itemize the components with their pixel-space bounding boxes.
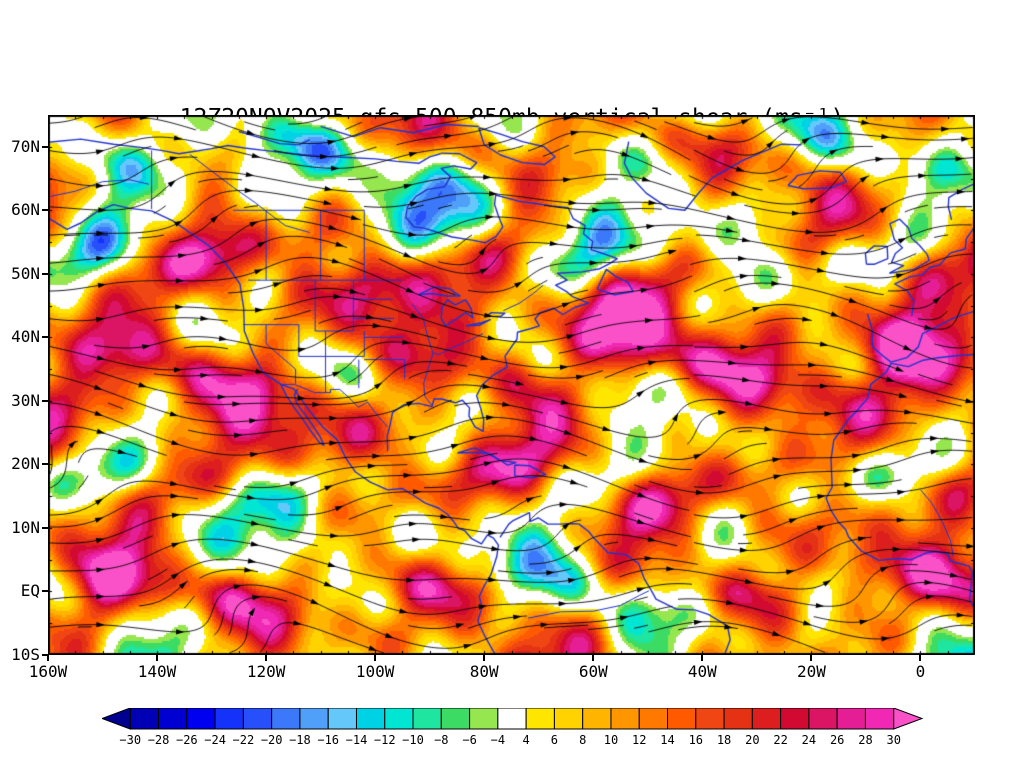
lon-tick [374, 655, 377, 661]
colorbar-tick-label: 26 [830, 733, 844, 747]
colorbar-tick-label: 6 [551, 733, 558, 747]
colorbar: −30 −28 −26 −24 −22 −20 −18 −16 −14 −12 −10 −8 −6 −4 4… [102, 708, 924, 747]
colorbar-cell [553, 708, 584, 730]
colorbar-tick-label: −28 [148, 733, 170, 747]
lat-tick-label: 50N [11, 263, 40, 283]
colorbar-cell [242, 708, 273, 730]
lat-tick-label: 10S [11, 645, 40, 664]
colorbar-tick-label: 28 [858, 733, 872, 747]
lat-tick [42, 336, 48, 339]
colorbar-cell [497, 708, 527, 730]
colorbar-cell [299, 708, 329, 730]
colorbar-cell [695, 708, 725, 730]
lat-tick-label: 10N [11, 517, 40, 537]
colorbar-cell [780, 708, 810, 730]
lat-tick-label: 70N [11, 136, 40, 156]
lon-tick-label: 60W [578, 662, 608, 681]
colorbar-tick-label: 18 [717, 733, 731, 747]
colorbar-right-arrow [893, 708, 924, 730]
colorbar-tick-label: 20 [745, 733, 759, 747]
colorbar-tick-label: 30 [886, 733, 900, 747]
colorbar-cell [412, 708, 442, 730]
lon-tick [265, 655, 268, 661]
colorbar-tick-label: −30 [119, 733, 141, 747]
colorbar-tick-label: −4 [491, 733, 505, 747]
colorbar-cell [525, 708, 555, 730]
lat-tick [42, 209, 48, 212]
colorbar-cell [667, 708, 697, 730]
colorbar-tick-label: 12 [632, 733, 646, 747]
colorbar-tick-label: −22 [233, 733, 255, 747]
lon-tick-label: 20W [796, 662, 826, 681]
lon-tick [810, 655, 813, 661]
lon-tick-label: 160W [28, 662, 68, 681]
colorbar-cell [638, 708, 669, 730]
lat-tick [42, 272, 48, 275]
colorbar-cell [808, 708, 838, 730]
colorbar-cell [582, 708, 612, 730]
lat-tick-label: 30N [11, 390, 40, 410]
lon-tick-label: 40W [687, 662, 717, 681]
lat-tick [42, 145, 48, 148]
colorbar-cell [469, 708, 499, 730]
colorbar-cell [723, 708, 753, 730]
lon-tick [156, 655, 159, 661]
lon-tick [919, 655, 922, 661]
colorbar-cell [384, 708, 414, 730]
colorbar-tick-label: 14 [660, 733, 674, 747]
colorbar-tick-label: −10 [402, 733, 424, 747]
colorbar-tick-label: −24 [204, 733, 226, 747]
lon-tick-label: 100W [355, 662, 395, 681]
lat-tick [42, 463, 48, 466]
colorbar-cell [158, 708, 188, 730]
colorbar-cell [327, 708, 357, 730]
lat-tick [42, 526, 48, 529]
colorbar-tick-label: 4 [523, 733, 530, 747]
colorbar-cell [440, 708, 471, 730]
colorbar-tick-label: −8 [434, 733, 448, 747]
lon-tick-label: 80W [469, 662, 499, 681]
colorbar-tick-label: −16 [317, 733, 339, 747]
colorbar-tick-label: 16 [689, 733, 703, 747]
lat-tick-label: 40N [11, 327, 40, 347]
lon-tick [483, 655, 486, 661]
colorbar-cell [610, 708, 640, 730]
lat-tick [42, 399, 48, 402]
colorbar-cell [214, 708, 244, 730]
lon-tick-label: 0 [915, 662, 926, 681]
colorbar-tick-label: −12 [374, 733, 396, 747]
colorbar-tick-label: −26 [176, 733, 198, 747]
lat-tick-label: 20N [11, 454, 40, 474]
colorbar-tick-label: −6 [462, 733, 476, 747]
colorbar-tick-label: −14 [346, 733, 368, 747]
map-plot [48, 115, 975, 655]
colorbar-tick-label: 22 [773, 733, 787, 747]
colorbar-cell [186, 708, 216, 730]
colorbar-tick-label: 8 [579, 733, 586, 747]
colorbar-tick-label: 24 [802, 733, 816, 747]
colorbar-cell [836, 708, 866, 730]
colorbar-cell [129, 708, 160, 730]
lon-tick [701, 655, 704, 661]
lat-tick-label: 60N [11, 200, 40, 220]
colorbar-cell [271, 708, 301, 730]
lat-tick [42, 590, 48, 593]
colorbar-cell [751, 708, 782, 730]
colorbar-tick-label: −20 [261, 733, 283, 747]
shear-map-canvas [48, 115, 975, 655]
lat-tick [42, 654, 48, 656]
lon-tick-label: 140W [137, 662, 177, 681]
colorbar-cell [355, 708, 386, 730]
lon-tick-label: 120W [246, 662, 286, 681]
colorbar-tick-label: 10 [604, 733, 618, 747]
colorbar-cell [864, 708, 895, 730]
lon-tick [592, 655, 595, 661]
lat-tick-label: EQ [20, 581, 40, 601]
lon-tick [47, 655, 49, 661]
colorbar-tick-label: −18 [289, 733, 311, 747]
colorbar-left-arrow [102, 708, 131, 730]
